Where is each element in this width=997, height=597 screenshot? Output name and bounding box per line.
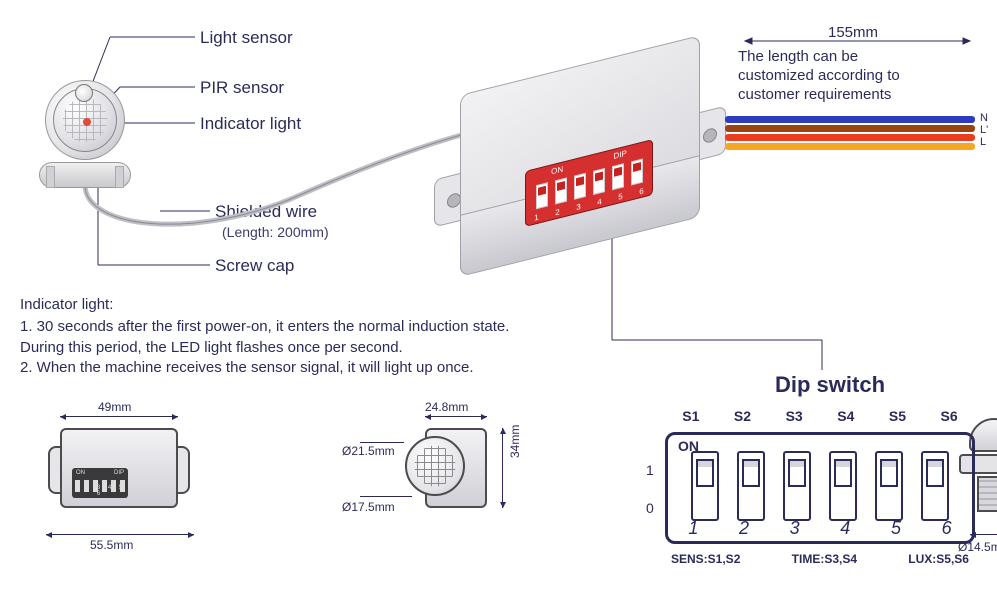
mini-dip-nums: 1 2 3 4 5 6 [72, 485, 128, 497]
wire-lprime [725, 125, 975, 132]
wire-label-n: N [980, 112, 988, 124]
dip-header: S5 [889, 408, 906, 424]
dip-bottom-num: 3 [790, 518, 800, 539]
dip-switch-title: Dip switch [775, 372, 885, 398]
dim-24-8mm: 24.8mm [425, 400, 468, 414]
dim-55-5mm: 55.5mm [90, 538, 133, 552]
module-illustration: ON DIP 1 2 3 4 5 6 [430, 65, 735, 285]
dip-num: 2 [555, 207, 559, 217]
dip-slot [783, 451, 811, 521]
indicator-light-label: Indicator light [200, 114, 301, 134]
dim-49mm: 49mm [98, 400, 131, 414]
dip-num: 1 [534, 213, 538, 223]
screw-cap-drawing [39, 162, 131, 188]
dip-slot [691, 451, 719, 521]
dip-slot [921, 451, 949, 521]
shielded-wire-label: Shielded wire [215, 202, 317, 222]
dip-bottom-num: 6 [942, 518, 952, 539]
dip-zero-label: 0 [646, 500, 654, 516]
dip-on-text: ON [551, 164, 563, 176]
wire-extra [725, 143, 975, 150]
mini-dip-on: ON [76, 470, 85, 476]
dip-slot [875, 451, 903, 521]
shielded-wire-sublabel: (Length: 200mm) [222, 224, 329, 240]
dip-num: 5 [618, 192, 622, 202]
dip-switch-diagram: ON 1 2 3 4 5 6 [665, 432, 975, 544]
indicator-led-dot [83, 118, 91, 126]
dip-num: 6 [639, 186, 643, 196]
dip-num: 4 [597, 197, 601, 207]
light-sensor-dot [75, 84, 93, 102]
dip-footer-time: TIME:S3,S4 [792, 552, 857, 566]
indicator-note-line2: During this period, the LED light flashe… [20, 338, 660, 358]
dip-header: S6 [941, 408, 958, 424]
wire-label-lprime: L' [980, 124, 988, 136]
dip-header: S4 [837, 408, 854, 424]
dip-bottom-num: 2 [739, 518, 749, 539]
dip-switch-footer: SENS:S1,S2 TIME:S3,S4 LUX:S5,S6 [665, 552, 975, 566]
dip-header: S2 [734, 408, 751, 424]
dip-bottom-num: 5 [891, 518, 901, 539]
dip-slot [829, 451, 857, 521]
dip-dip-text: DIP [613, 149, 626, 161]
dip-header: S3 [786, 408, 803, 424]
dip-num: 3 [576, 202, 580, 212]
dip-header: S1 [682, 408, 699, 424]
length-text-1: The length can be [738, 48, 900, 67]
indicator-note-line1: 1. 30 seconds after the first power-on, … [20, 317, 660, 337]
dimension-drawings-row: ON DIP 1 2 3 4 5 6 49mm 55.5mm 24.8mm 34… [20, 398, 660, 588]
dip-slot [737, 451, 765, 521]
wire-l [725, 134, 975, 141]
wire-label-l: L [980, 136, 986, 148]
mini-dip-drawing: ON DIP 1 2 3 4 5 6 [72, 468, 128, 498]
dip-switch-headers: S1 S2 S3 S4 S5 S6 [665, 408, 975, 424]
indicator-note-header: Indicator light: [20, 295, 660, 315]
wire-n [725, 116, 975, 123]
mini-dip-dip: DIP [114, 470, 124, 476]
dim-lens-outer: Ø21.5mm [342, 444, 395, 458]
dip-bottom-num: 4 [840, 518, 850, 539]
pir-sensor-label: PIR sensor [200, 78, 284, 98]
dip-bottom-num: 1 [688, 518, 698, 539]
dim-lens-inner: Ø17.5mm [342, 500, 395, 514]
length-text-2: customized according to [738, 67, 900, 86]
dip-footer-sens: SENS:S1,S2 [671, 552, 740, 566]
indicator-note-line3: 2. When the machine receives the sensor … [20, 358, 660, 378]
length-dimension: 155mm [738, 24, 968, 41]
dip-footer-lux: LUX:S5,S6 [908, 552, 969, 566]
module-top-view: ON DIP 1 2 3 4 5 6 [60, 428, 178, 508]
dip-one-label: 1 [646, 462, 654, 478]
indicator-note-block: Indicator light: 1. 30 seconds after the… [20, 295, 660, 378]
sensor-head-illustration [35, 70, 135, 270]
dim-34mm: 34mm [508, 425, 522, 458]
lens-front-view [405, 436, 465, 496]
length-text-3: customer requirements [738, 86, 900, 105]
screw-cap-label: Screw cap [215, 256, 294, 276]
light-sensor-label: Light sensor [200, 28, 293, 48]
